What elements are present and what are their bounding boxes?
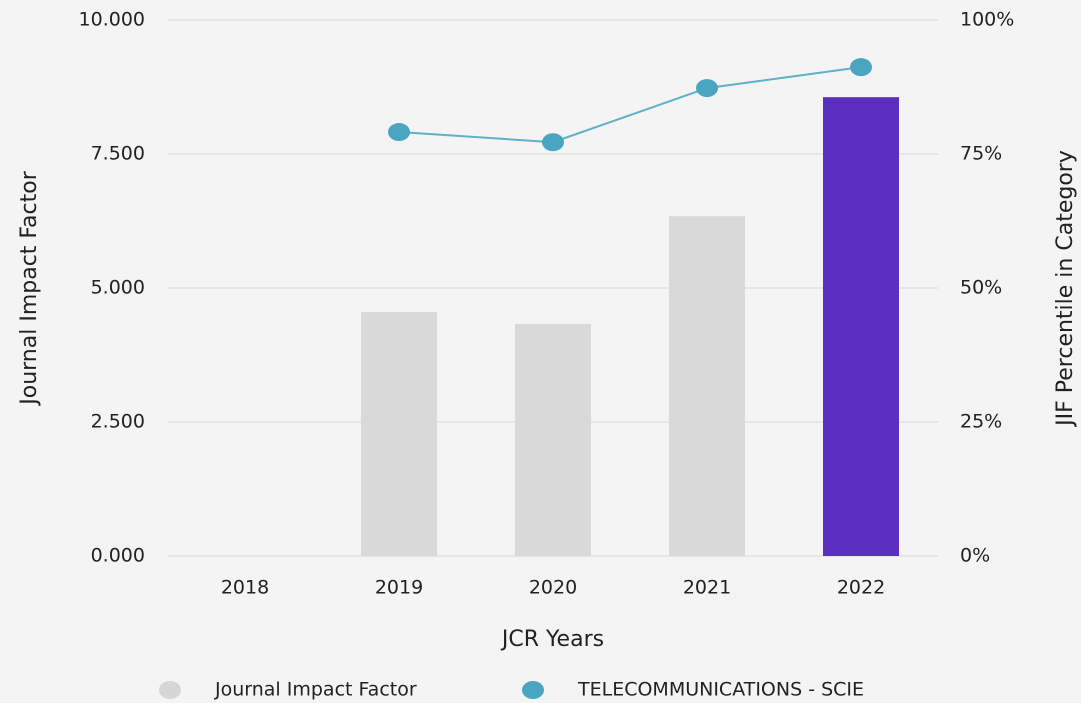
bar: [361, 312, 437, 556]
legend-label: Journal Impact Factor: [214, 679, 417, 701]
x-tick-label: 2019: [375, 577, 423, 599]
y-tick-label: 0.000: [91, 545, 145, 567]
y2-tick-label: 100%: [960, 9, 1014, 31]
y-tick-label: 10.000: [79, 9, 145, 31]
y2-axis-title: JIF Percentile in Category: [1053, 150, 1078, 428]
legend-marker: [522, 681, 544, 699]
y2-tick-label: 0%: [960, 545, 990, 567]
bar: [669, 216, 745, 556]
line-marker: [388, 123, 410, 142]
y-axis-title: Journal Impact Factor: [17, 170, 42, 406]
x-tick-label: 2021: [683, 577, 731, 599]
bar: [823, 97, 899, 557]
bar: [515, 323, 591, 556]
line-marker: [542, 133, 564, 152]
y2-tick-label: 75%: [960, 143, 1002, 165]
x-tick-label: 2022: [837, 577, 885, 599]
legend-label: TELECOMMUNICATIONS - SCIE: [577, 679, 864, 701]
x-axis-title: JCR Years: [500, 627, 604, 652]
y-tick-label: 5.000: [91, 277, 145, 299]
x-tick-label: 2018: [221, 577, 269, 599]
y-tick-label: 7.500: [91, 143, 145, 165]
line-marker: [696, 79, 718, 98]
legend-marker: [159, 681, 181, 699]
y2-tick-label: 25%: [960, 411, 1002, 433]
line-marker: [850, 58, 872, 77]
x-tick-label: 2020: [529, 577, 577, 599]
y-tick-label: 2.500: [91, 411, 145, 433]
line: [398, 66, 862, 144]
y2-tick-label: 50%: [960, 277, 1002, 299]
